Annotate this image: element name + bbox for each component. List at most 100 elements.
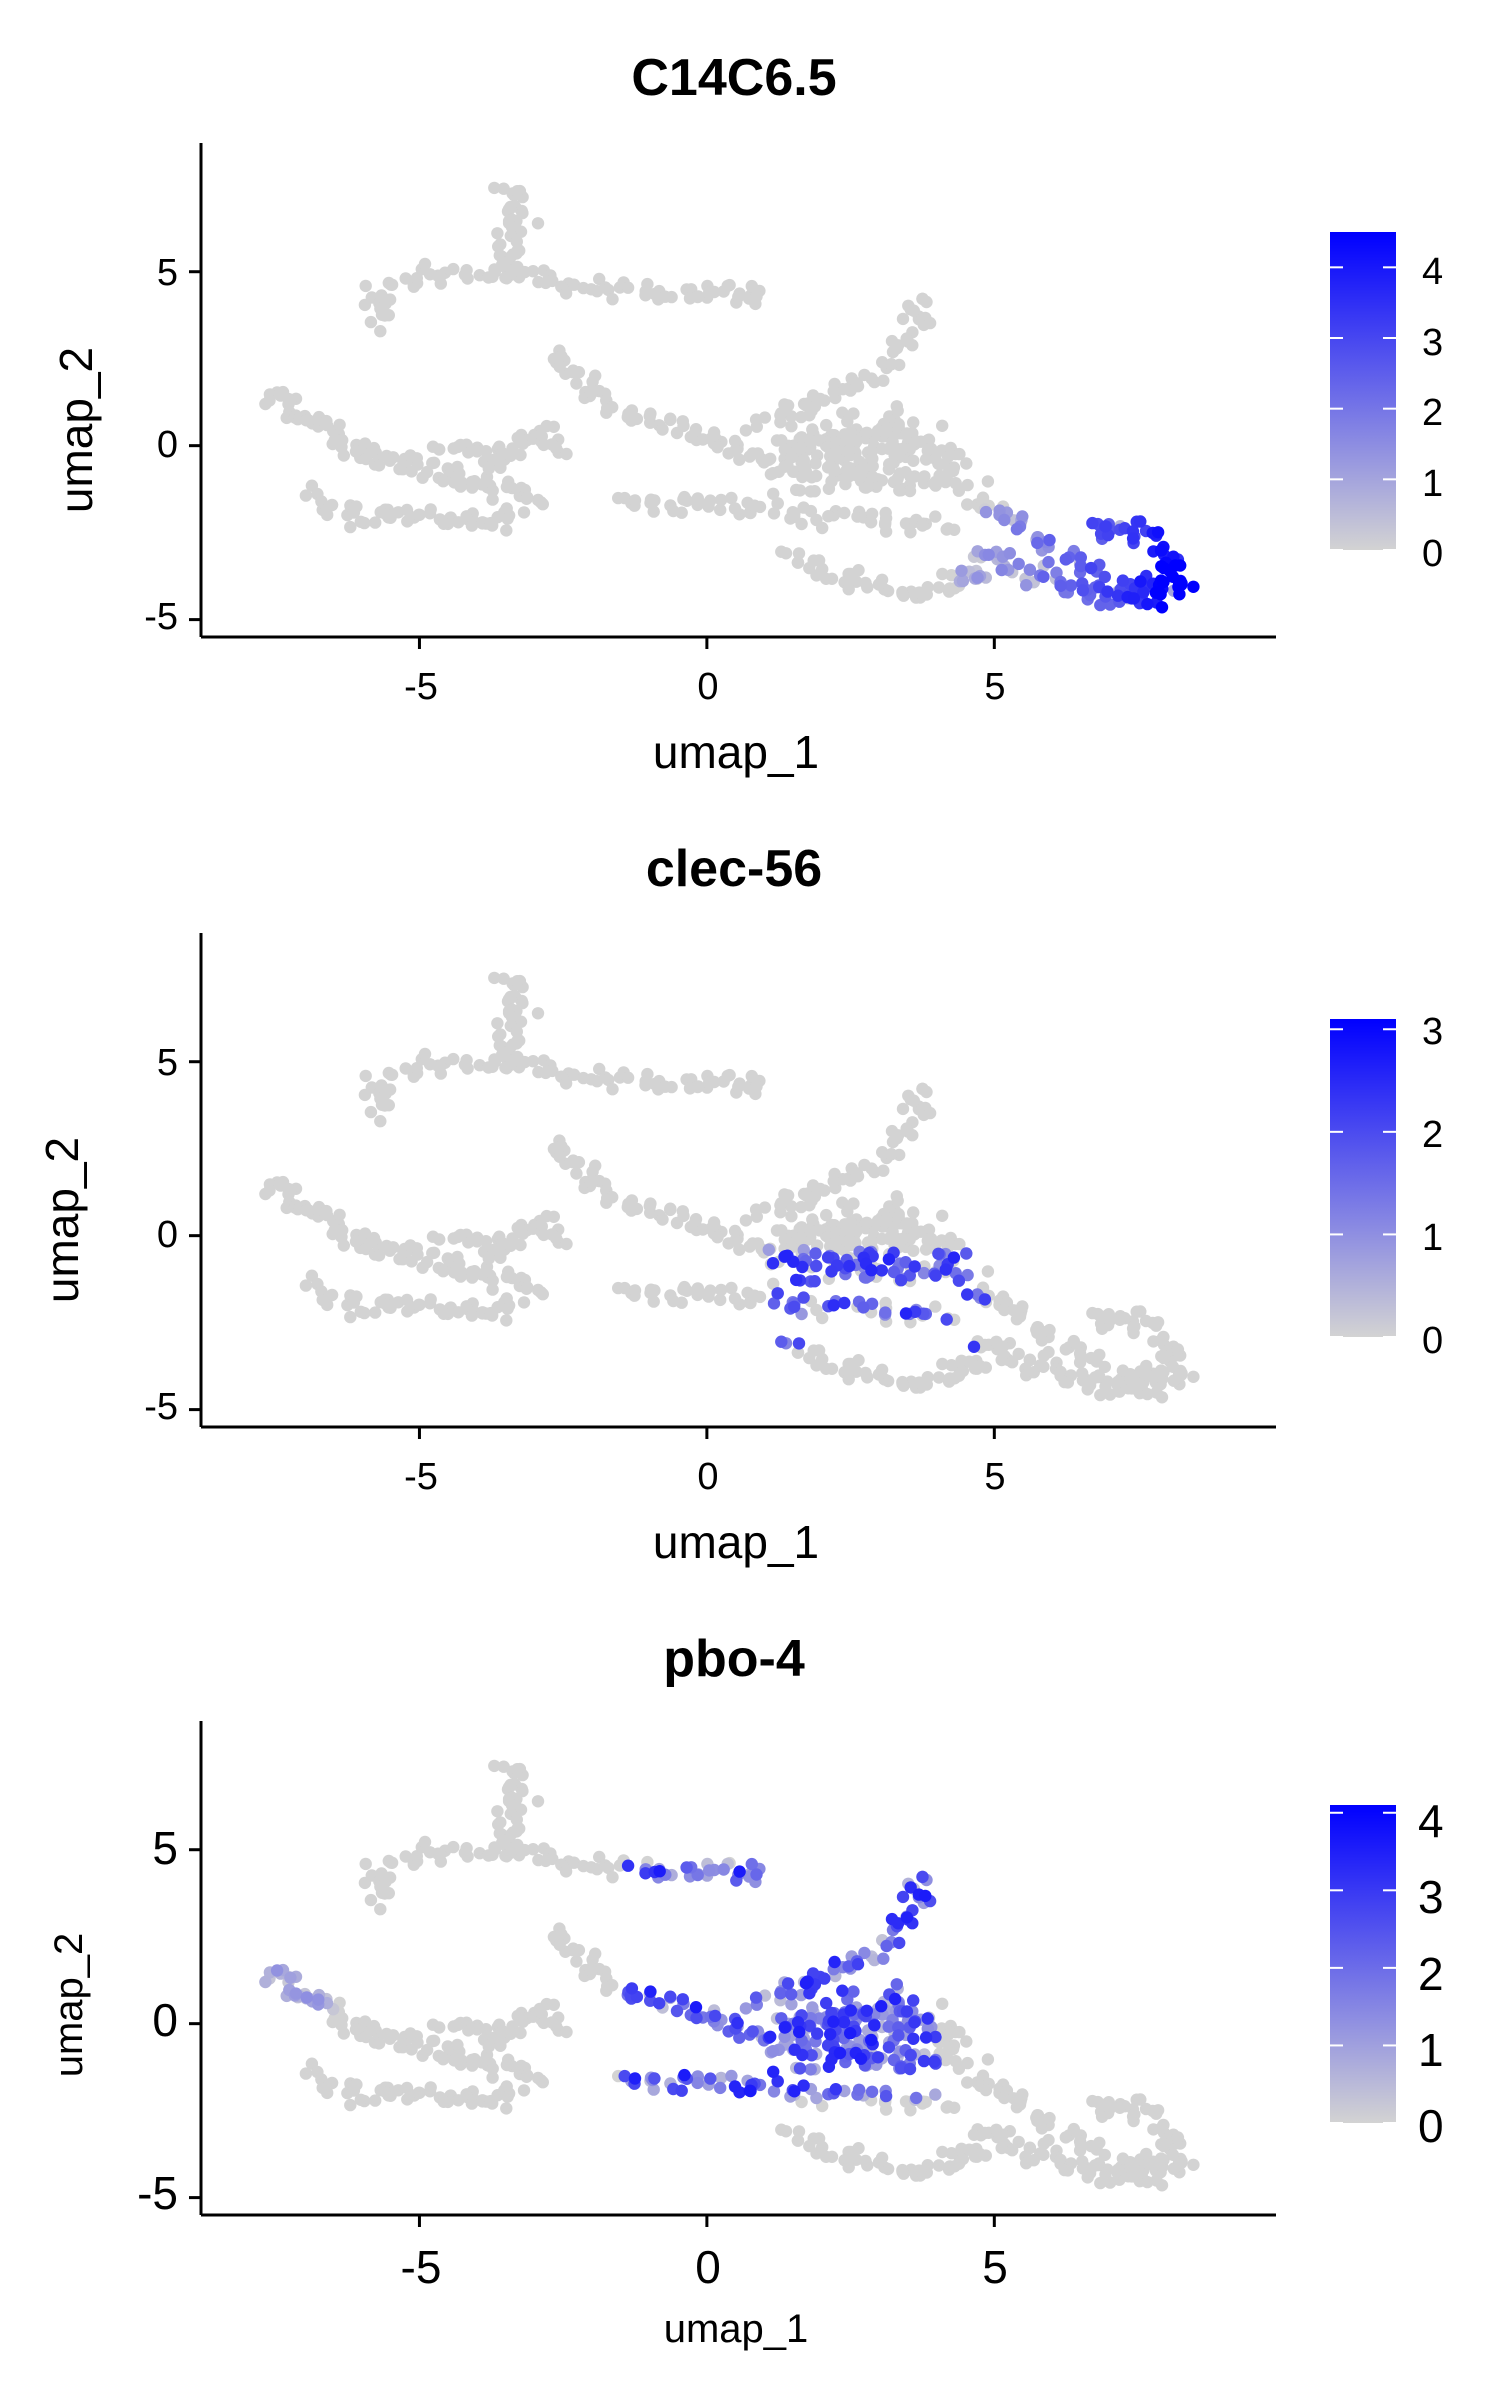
cell-point bbox=[714, 1283, 728, 1297]
cell-point bbox=[940, 1313, 953, 1326]
cell-point bbox=[1187, 1370, 1200, 1384]
cell-point bbox=[320, 414, 333, 428]
cell-point bbox=[454, 1270, 467, 1283]
cell-point bbox=[799, 1977, 813, 1990]
cell-point bbox=[1054, 1366, 1067, 1379]
cell-point bbox=[785, 1988, 798, 2001]
cell-point bbox=[932, 1371, 946, 1384]
cell-point bbox=[488, 181, 501, 195]
cell-point bbox=[908, 2016, 921, 2029]
cell-point bbox=[1155, 1391, 1169, 1404]
cell-point bbox=[828, 1955, 841, 1969]
cell-point bbox=[337, 449, 350, 462]
cell-point bbox=[567, 1154, 580, 1167]
panel-2-legend-ticks bbox=[1330, 1028, 1396, 1338]
cell-point bbox=[767, 2085, 781, 2098]
cell-point bbox=[733, 287, 746, 300]
cell-point bbox=[375, 308, 389, 321]
cell-point bbox=[416, 1261, 429, 1274]
cell-point bbox=[1153, 1368, 1166, 1381]
cell-point bbox=[939, 1263, 952, 1276]
cell-point bbox=[1088, 2159, 1102, 2172]
cell-point bbox=[900, 427, 914, 440]
cell-point bbox=[717, 1863, 730, 1876]
cell-point bbox=[606, 1979, 619, 1992]
cell-point bbox=[418, 1835, 432, 1849]
cell-point bbox=[792, 2125, 806, 2138]
cell-point bbox=[825, 475, 838, 488]
cell-point bbox=[1030, 1323, 1043, 1337]
panel-2-ytick-label: 5 bbox=[157, 1042, 178, 1084]
panel-2-ytick-label: -5 bbox=[144, 1386, 178, 1428]
cell-point bbox=[1128, 2108, 1141, 2121]
cell-point bbox=[1074, 559, 1087, 573]
panel-3-legend-label: 1 bbox=[1418, 2024, 1444, 2076]
cell-point bbox=[511, 264, 525, 277]
cell-point bbox=[932, 581, 946, 594]
cell-point bbox=[739, 1214, 753, 1227]
cell-point bbox=[500, 1292, 513, 1305]
cell-point bbox=[859, 576, 872, 590]
cell-point bbox=[537, 438, 550, 452]
cell-point bbox=[1113, 1313, 1127, 1327]
cell-point bbox=[1012, 1347, 1025, 1361]
cell-point bbox=[384, 1856, 398, 1869]
cell-point bbox=[1171, 1343, 1185, 1356]
panel-1-xtick-label: -5 bbox=[404, 666, 438, 708]
panel-1-ticks bbox=[189, 270, 996, 649]
cell-point bbox=[785, 1200, 798, 1213]
cell-point bbox=[818, 1972, 831, 1985]
cell-point bbox=[809, 1247, 822, 1260]
cell-point bbox=[858, 1946, 871, 1960]
cell-point bbox=[947, 1251, 961, 1264]
cell-point bbox=[836, 1984, 849, 1997]
panel-2-ticks bbox=[189, 1060, 996, 1439]
cell-point bbox=[664, 413, 677, 427]
cell-point bbox=[882, 2020, 895, 2033]
cell-point bbox=[546, 1064, 559, 1078]
panel-2-xtick-label: -5 bbox=[404, 1456, 438, 1498]
cell-point bbox=[781, 399, 795, 412]
cell-point bbox=[1154, 588, 1167, 601]
cell-point bbox=[921, 1371, 934, 1384]
cell-point bbox=[875, 1264, 888, 1277]
cell-point bbox=[354, 2093, 367, 2106]
cell-point bbox=[384, 1301, 397, 1315]
cell-point bbox=[771, 2075, 784, 2088]
cell-point bbox=[844, 426, 857, 439]
cell-point bbox=[714, 2071, 728, 2085]
cell-point bbox=[625, 1982, 639, 1995]
cell-point bbox=[374, 506, 387, 519]
cell-point bbox=[778, 2030, 791, 2044]
cell-point bbox=[555, 350, 568, 363]
cell-point bbox=[300, 1991, 313, 2004]
cell-point bbox=[907, 1206, 920, 1219]
cell-point bbox=[892, 2029, 905, 2042]
cell-point bbox=[511, 1763, 524, 1776]
cell-point bbox=[917, 2054, 931, 2068]
cell-point bbox=[384, 2089, 397, 2102]
cell-point bbox=[549, 1232, 563, 1245]
panel-3-legend-label: 0 bbox=[1418, 2100, 1444, 2152]
cell-point bbox=[590, 1075, 604, 1088]
cell-point bbox=[859, 1366, 872, 1380]
cell-point bbox=[728, 434, 742, 448]
cell-point bbox=[711, 441, 724, 454]
cell-point bbox=[1173, 588, 1186, 601]
cell-point bbox=[1157, 2139, 1171, 2153]
cell-point bbox=[549, 2020, 563, 2033]
cell-point bbox=[470, 445, 484, 458]
cell-point bbox=[665, 290, 678, 304]
cell-point bbox=[843, 1233, 856, 1247]
cell-point bbox=[883, 458, 896, 471]
cell-point bbox=[872, 2156, 886, 2169]
cell-point bbox=[936, 2145, 949, 2159]
cell-point bbox=[916, 1870, 929, 1884]
cell-point bbox=[955, 564, 968, 577]
panel-3-ticks bbox=[189, 1848, 996, 2227]
cell-point bbox=[813, 1224, 826, 1237]
cell-point bbox=[282, 392, 295, 406]
cell-point bbox=[981, 475, 995, 488]
panel-1-legend-label: 2 bbox=[1422, 392, 1443, 434]
panel-2-xtick-label: 0 bbox=[697, 1456, 718, 1498]
